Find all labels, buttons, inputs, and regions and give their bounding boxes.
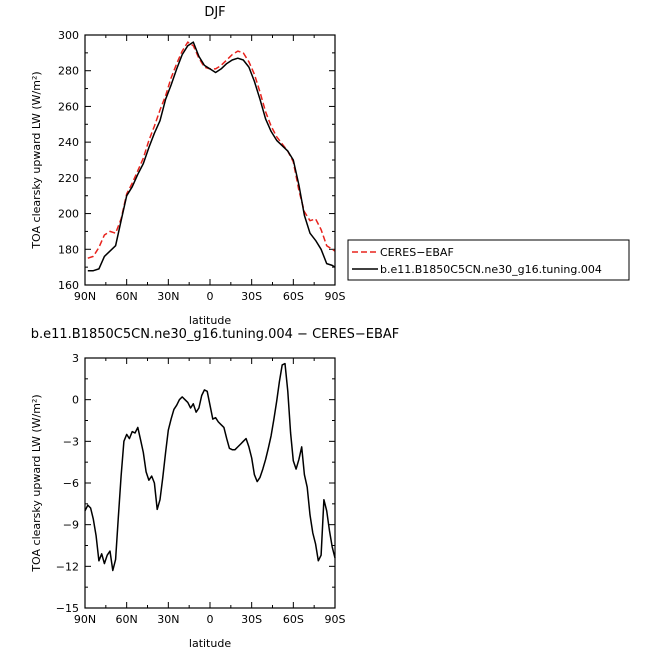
x-tick-label: 30N	[157, 290, 179, 303]
legend-box	[347, 239, 630, 281]
series-line-difference-1	[84, 362, 336, 572]
x-tick-label: 60S	[283, 613, 304, 626]
x-tick-label: 90S	[325, 613, 346, 626]
y-tick-label: 260	[58, 100, 79, 113]
x-axis-label: latitude	[189, 314, 231, 327]
x-tick-label: 0	[207, 613, 214, 626]
y-tick-label: −15	[56, 602, 79, 615]
y-tick-label: 180	[58, 243, 79, 256]
plot-frame	[84, 357, 336, 609]
x-tick-label: 60S	[283, 290, 304, 303]
y-tick-label: −12	[56, 560, 79, 573]
chart-panel-1: DJF 90N 60N 30N 0 30S 60S 90S 160 180 200 220 240 260…	[30, 5, 630, 327]
y-tick-label: 160	[58, 279, 79, 292]
x-tick-label: 60N	[116, 613, 138, 626]
chart-legend: CERES−EBAF b.e11.B1850C5CN.ne30_g16.tunin…	[347, 239, 630, 281]
y-tick-label: 300	[58, 29, 79, 42]
legend-label: b.e11.B1850C5CN.ne30_g16.tuning.004	[380, 263, 602, 276]
legend-label: CERES−EBAF	[380, 246, 454, 259]
x-tick-label: 60N	[116, 290, 138, 303]
plot-frame	[84, 34, 336, 286]
y-tick-label: −3	[63, 435, 79, 448]
series-line-data-2	[87, 41, 336, 272]
y-tick-label: −9	[63, 519, 79, 532]
chart-panel-2: b.e11.B1850C5CN.ne30_g16.tuning.004 − CE…	[30, 327, 399, 650]
chart-title: b.e11.B1850C5CN.ne30_g16.tuning.004 − CE…	[31, 327, 400, 342]
y-tick-label: 220	[58, 172, 79, 185]
x-tick-label: 30S	[241, 290, 262, 303]
y-tick-label: −6	[63, 477, 79, 490]
x-tick-label: 90N	[74, 613, 96, 626]
y-axis-label: TOA clearsky upward LW (W/m²)	[30, 71, 43, 249]
x-tick-label: 90S	[325, 290, 346, 303]
x-tick-label: 90N	[74, 290, 96, 303]
y-tick-label: 200	[58, 208, 79, 221]
series-line-data-1	[87, 41, 336, 259]
y-tick-label: 3	[72, 352, 79, 365]
chart-title: DJF	[204, 5, 225, 20]
x-tick-label: 0	[207, 290, 214, 303]
y-tick-label: 280	[58, 65, 79, 78]
x-axis-label: latitude	[189, 637, 231, 650]
y-axis-label: TOA clearsky upward LW (W/m²)	[30, 394, 43, 572]
x-tick-label: 30N	[157, 613, 179, 626]
x-tick-label: 30S	[241, 613, 262, 626]
y-tick-label: 0	[72, 394, 79, 407]
y-tick-label: 240	[58, 136, 79, 149]
